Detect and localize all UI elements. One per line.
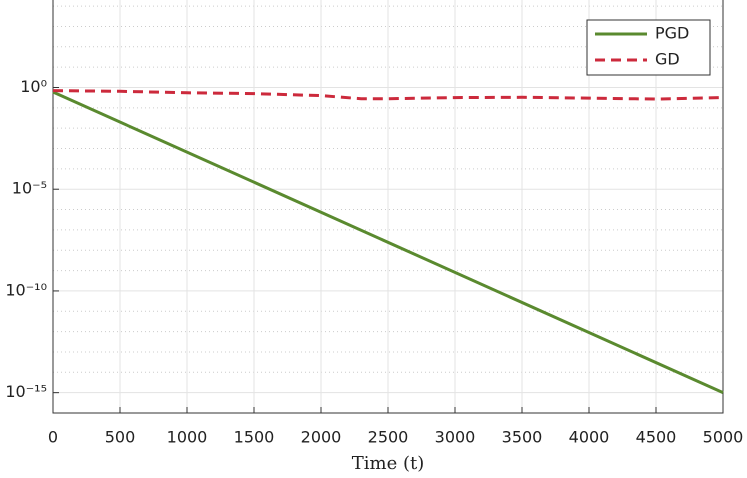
x-tick-label: 3000 (435, 428, 476, 447)
y-tick-label: 10⁻⁵ (12, 179, 47, 198)
x-tick-label: 1000 (167, 428, 208, 447)
y-tick-label: 10⁻¹⁰ (5, 280, 47, 299)
x-tick-label: 4000 (569, 428, 610, 447)
y-tick-label: 10⁻¹⁵ (5, 382, 47, 401)
x-tick-label: 4500 (636, 428, 677, 447)
x-tick-label: 500 (105, 428, 136, 447)
x-tick-label: 2500 (368, 428, 409, 447)
legend-box (586, 19, 711, 76)
y-tick-label: 10⁰ (20, 77, 47, 96)
line-series (52, 89, 724, 101)
x-tick-label: 5000 (703, 428, 744, 447)
x-axis-label: Time (t) (352, 453, 424, 474)
line-series (52, 90, 724, 395)
x-tick-label: 1500 (234, 428, 275, 447)
axes (52, 0, 724, 414)
legend-label: GD (655, 50, 680, 69)
x-tick-label: 0 (48, 428, 58, 447)
x-tick-label: 3500 (502, 428, 543, 447)
x-tick-label: 2000 (301, 428, 342, 447)
legend-label: PGD (655, 24, 689, 43)
